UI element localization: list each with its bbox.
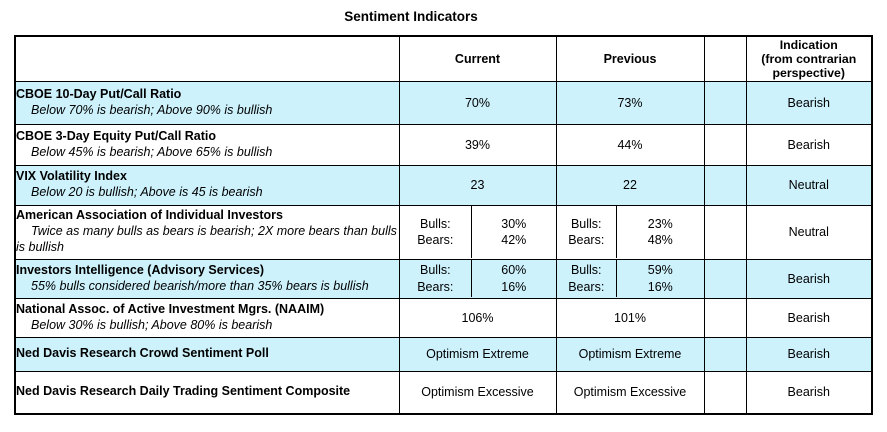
bull-bear-values: 60% 16% <box>472 260 555 297</box>
bulls-label: Bulls: <box>570 263 602 278</box>
bears-value: 16% <box>501 279 527 294</box>
indication-value: Bearish <box>745 297 873 338</box>
table-row-cboe-10day: CBOE 10-Day Put/Call Ratio Below 70% is … <box>14 80 873 125</box>
previous-value: Optimism Extreme <box>555 336 705 372</box>
spacer-cell <box>703 258 747 299</box>
indicator-note: Below 30% is bullish; Above 80% is beari… <box>31 317 273 332</box>
indication-value: Bearish <box>745 258 873 299</box>
header-row: Current Previous Indication (from contra… <box>14 35 873 82</box>
bull-bear-labels: Bulls: Bears: <box>400 206 473 258</box>
indication-value: Bearish <box>745 336 873 372</box>
table-row-investors-intelligence: Investors Intelligence (Advisory Service… <box>14 258 873 299</box>
page-title: Sentiment Indicators <box>344 9 478 24</box>
bull-bear-values: 59% 16% <box>617 260 703 297</box>
spacer-cell <box>703 370 747 415</box>
bears-value: 48% <box>647 233 673 247</box>
spacer-cell <box>703 164 747 206</box>
table-row-ndr-crowd-sentiment: Ned Davis Research Crowd Sentiment Poll … <box>14 336 873 372</box>
previous-value: 73% <box>555 80 705 125</box>
indicator-cell: National Assoc. of Active Investment Mgr… <box>14 297 400 338</box>
header-indication: Indication (from contrarian perspective) <box>745 35 873 82</box>
sentiment-indicators-table: Current Previous Indication (from contra… <box>14 35 873 415</box>
indicator-name: National Assoc. of Active Investment Mgr… <box>16 301 325 316</box>
spacer-cell <box>703 123 747 166</box>
previous-value: 22 <box>555 164 705 206</box>
indicator-name: Investors Intelligence (Advisory Service… <box>16 262 265 277</box>
indicator-cell: CBOE 3-Day Equity Put/Call Ratio Below 4… <box>14 123 400 166</box>
indicator-cell: Investors Intelligence (Advisory Service… <box>14 258 400 299</box>
indicator-note: 55% bulls considered bearish/more than 3… <box>31 278 369 293</box>
bulls-value: 23% <box>647 216 673 231</box>
indication-value: Neutral <box>745 164 873 206</box>
table-row-ndr-daily-trading: Ned Davis Research Daily Trading Sentime… <box>14 370 873 415</box>
previous-value: Bulls: Bears: 59% 16% <box>555 258 705 299</box>
current-value: 106% <box>398 297 557 338</box>
header-current: Current <box>398 35 557 82</box>
current-value: Bulls: Bears: 30% 42% <box>398 204 557 260</box>
spacer-cell <box>703 204 747 260</box>
current-value: Bulls: Bears: 60% 16% <box>398 258 557 299</box>
indicator-cell: American Association of Individual Inves… <box>14 204 400 260</box>
bears-value: 16% <box>647 279 673 294</box>
current-value: 23 <box>398 164 557 206</box>
indicator-name: Ned Davis Research Daily Trading Sentime… <box>16 384 351 399</box>
indicator-name: Ned Davis Research Crowd Sentiment Poll <box>16 346 269 361</box>
bull-bear-labels: Bulls: Bears: <box>400 260 473 297</box>
bull-bear-values: 30% 42% <box>472 206 555 258</box>
header-previous: Previous <box>555 35 705 82</box>
previous-value: Optimism Excessive <box>555 370 705 415</box>
header-indicator-cell <box>14 35 400 82</box>
table-row-cboe-3day: CBOE 3-Day Equity Put/Call Ratio Below 4… <box>14 123 873 166</box>
previous-value: 101% <box>555 297 705 338</box>
indicator-note: Below 70% is bearish; Above 90% is bulli… <box>31 102 273 117</box>
bears-label: Bears: <box>417 279 454 294</box>
bull-bear-labels: Bulls: Bears: <box>557 206 618 258</box>
table-row-vix: VIX Volatility Index Below 20 is bullish… <box>14 164 873 206</box>
indicator-cell: CBOE 10-Day Put/Call Ratio Below 70% is … <box>14 80 400 125</box>
indicator-note: Below 45% is bearish; Above 65% is bulli… <box>31 144 273 159</box>
table-row-naaim: National Assoc. of Active Investment Mgr… <box>14 297 873 338</box>
indication-value: Bearish <box>745 370 873 415</box>
indicator-note: Below 20 is bullish; Above is 45 is bear… <box>31 185 263 199</box>
bulls-value: 59% <box>647 263 673 278</box>
indication-value: Bearish <box>745 80 873 125</box>
bulls-label: Bulls: <box>420 263 451 278</box>
indicator-name: CBOE 3-Day Equity Put/Call Ratio <box>16 128 217 143</box>
indication-value: Neutral <box>745 204 873 260</box>
bears-label: Bears: <box>568 233 605 247</box>
spacer-cell <box>703 336 747 372</box>
header-spacer-cell <box>703 35 747 82</box>
spacer-cell <box>703 297 747 338</box>
indicator-name: American Association of Individual Inves… <box>16 208 283 223</box>
bears-value: 42% <box>501 233 527 247</box>
bulls-label: Bulls: <box>570 216 602 231</box>
indicator-name: VIX Volatility Index <box>16 169 127 184</box>
bears-label: Bears: <box>568 279 605 294</box>
bull-bear-values: 23% 48% <box>617 206 703 258</box>
indication-value: Bearish <box>745 123 873 166</box>
bulls-label: Bulls: <box>420 216 451 231</box>
indicator-cell: Ned Davis Research Daily Trading Sentime… <box>14 370 400 415</box>
current-value: Optimism Extreme <box>398 336 557 372</box>
indicator-note: Twice as many bulls as bears is bearish;… <box>16 224 397 254</box>
indicator-cell: Ned Davis Research Crowd Sentiment Poll <box>14 336 400 372</box>
bulls-value: 30% <box>501 216 527 231</box>
table-row-aaii: American Association of Individual Inves… <box>14 204 873 260</box>
indicator-name: CBOE 10-Day Put/Call Ratio <box>16 86 182 101</box>
current-value: Optimism Excessive <box>398 370 557 415</box>
bulls-value: 60% <box>501 263 527 278</box>
bears-label: Bears: <box>417 233 454 247</box>
current-value: 39% <box>398 123 557 166</box>
spacer-cell <box>703 80 747 125</box>
indicator-cell: VIX Volatility Index Below 20 is bullish… <box>14 164 400 206</box>
bull-bear-labels: Bulls: Bears: <box>557 260 618 297</box>
current-value: 70% <box>398 80 557 125</box>
previous-value: Bulls: Bears: 23% 48% <box>555 204 705 260</box>
previous-value: 44% <box>555 123 705 166</box>
